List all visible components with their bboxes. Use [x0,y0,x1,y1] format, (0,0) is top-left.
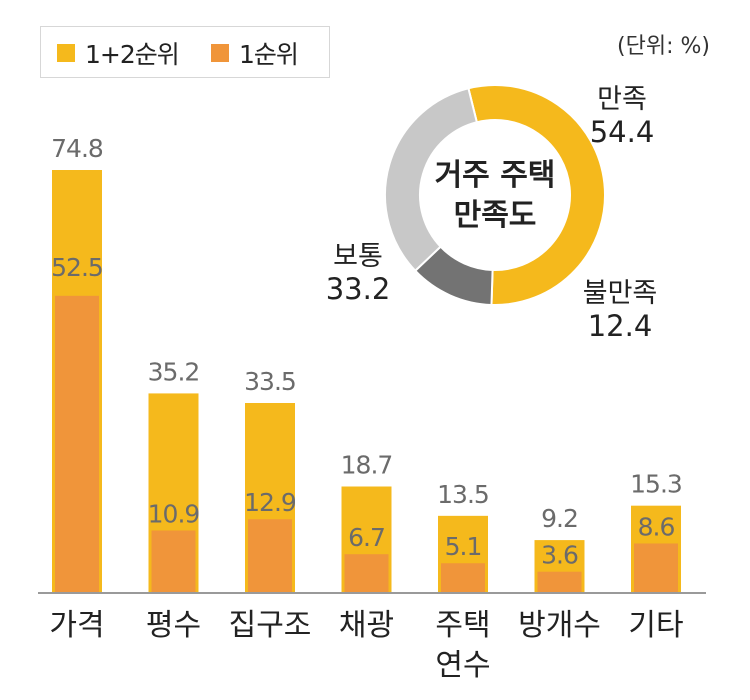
value-label-top2-4: 13.5 [437,480,489,509]
category-label-5: 방개수 [518,608,601,643]
donut-title-line0: 거주 주택 [435,158,556,193]
donut-label-name-1: 불만족 [583,278,658,309]
bar-top1-0 [55,296,99,592]
bar-top1-3 [345,554,389,592]
category-label-3: 채광 [339,608,394,643]
value-label-top2-0: 74.8 [51,134,103,163]
category-label-2: 집구조 [229,608,312,643]
category-label-1: 평수 [146,608,201,643]
donut-label-name-2: 보통 [333,241,383,272]
value-label-top1-6: 8.6 [638,512,675,541]
bar-top1-4 [441,563,485,592]
value-label-top2-5: 9.2 [541,504,578,533]
value-label-top1-2: 12.9 [244,488,296,517]
legend: 1+2순위 1순위 [40,26,330,78]
bar-top1-5 [538,572,582,592]
donut-label-name-0: 만족 [597,84,647,115]
donut-title-line1: 만족도 [454,198,537,233]
value-label-top2-6: 15.3 [630,470,682,499]
legend-item-top1: 1순위 [211,38,298,68]
value-label-top1-4: 5.1 [445,532,482,561]
unit-label: (단위: %) [617,28,710,60]
value-label-top1-5: 3.6 [541,541,578,570]
bar-top1-6 [634,543,678,592]
category-label-0: 가격 [49,608,104,643]
donut-label-value-1: 12.4 [588,309,653,343]
bar-top1-1 [152,531,196,592]
legend-swatch-top1 [211,44,229,62]
value-label-top2-3: 18.7 [341,451,393,480]
category-label-6: 기타 [628,608,683,643]
donut-label-value-2: 33.2 [326,272,391,306]
category-label-4-line0: 주택 [435,608,490,643]
value-label-top1-1: 10.9 [148,500,200,529]
legend-label-top2: 1+2순위 [85,35,179,71]
category-label-4-line1: 연수 [435,648,490,683]
value-label-top1-0: 52.5 [51,253,103,282]
bar-top1-2 [248,519,292,592]
donut-label-value-0: 54.4 [590,115,655,149]
value-label-top1-3: 6.7 [348,523,385,552]
legend-item-top2: 1+2순위 [57,38,179,68]
legend-swatch-top2 [57,44,75,62]
legend-label-top1: 1순위 [239,35,298,71]
value-label-top2-1: 35.2 [148,357,200,386]
value-label-top2-2: 33.5 [244,367,296,396]
